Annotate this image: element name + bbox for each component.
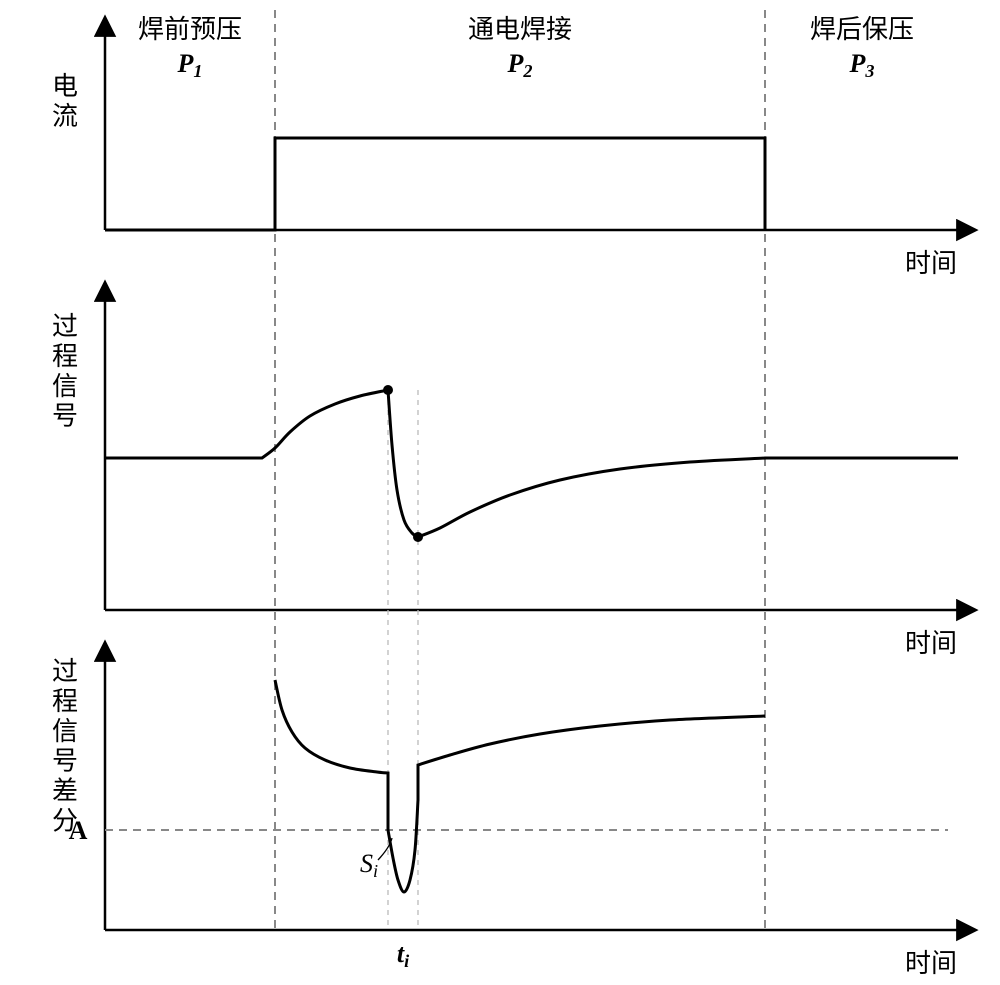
y-axis-label: 程 (52, 342, 78, 371)
process-signal-curve (105, 390, 958, 537)
y-axis-label: 程 (52, 687, 78, 716)
phase-title: 焊前预压 (138, 15, 242, 44)
y-axis-label: 流 (52, 102, 78, 131)
diff-signal-curve (275, 680, 765, 892)
y-axis-label: 号 (52, 402, 78, 431)
y-axis-label: 过 (52, 657, 78, 686)
spike-label-S: Si (360, 849, 378, 881)
phase-title: 焊后保压 (810, 15, 914, 44)
y-axis-label: 信 (52, 717, 78, 746)
threshold-label: A (69, 816, 88, 845)
marker-dot (413, 532, 423, 542)
y-axis-label: 电 (52, 72, 78, 101)
phase-symbol: P2 (507, 49, 533, 81)
y-axis-label: 号 (52, 747, 78, 776)
marker-dot (383, 385, 393, 395)
y-axis-label: 过 (52, 312, 78, 341)
spike-label-t: ti (397, 939, 409, 971)
x-axis-label: 时间 (905, 249, 957, 278)
diagram-svg: 焊前预压P1通电焊接P2焊后保压P3电流时间过程信号时间过程信号差分时间ASit… (0, 0, 1000, 985)
y-axis-label: 差 (52, 777, 78, 806)
phase-symbol: P3 (849, 49, 875, 81)
phase-symbol: P1 (177, 49, 203, 81)
phase-title: 通电焊接 (468, 15, 572, 44)
x-axis-label: 时间 (905, 629, 957, 658)
current-curve (105, 138, 765, 230)
x-axis-label: 时间 (905, 949, 957, 978)
y-axis-label: 信 (52, 372, 78, 401)
